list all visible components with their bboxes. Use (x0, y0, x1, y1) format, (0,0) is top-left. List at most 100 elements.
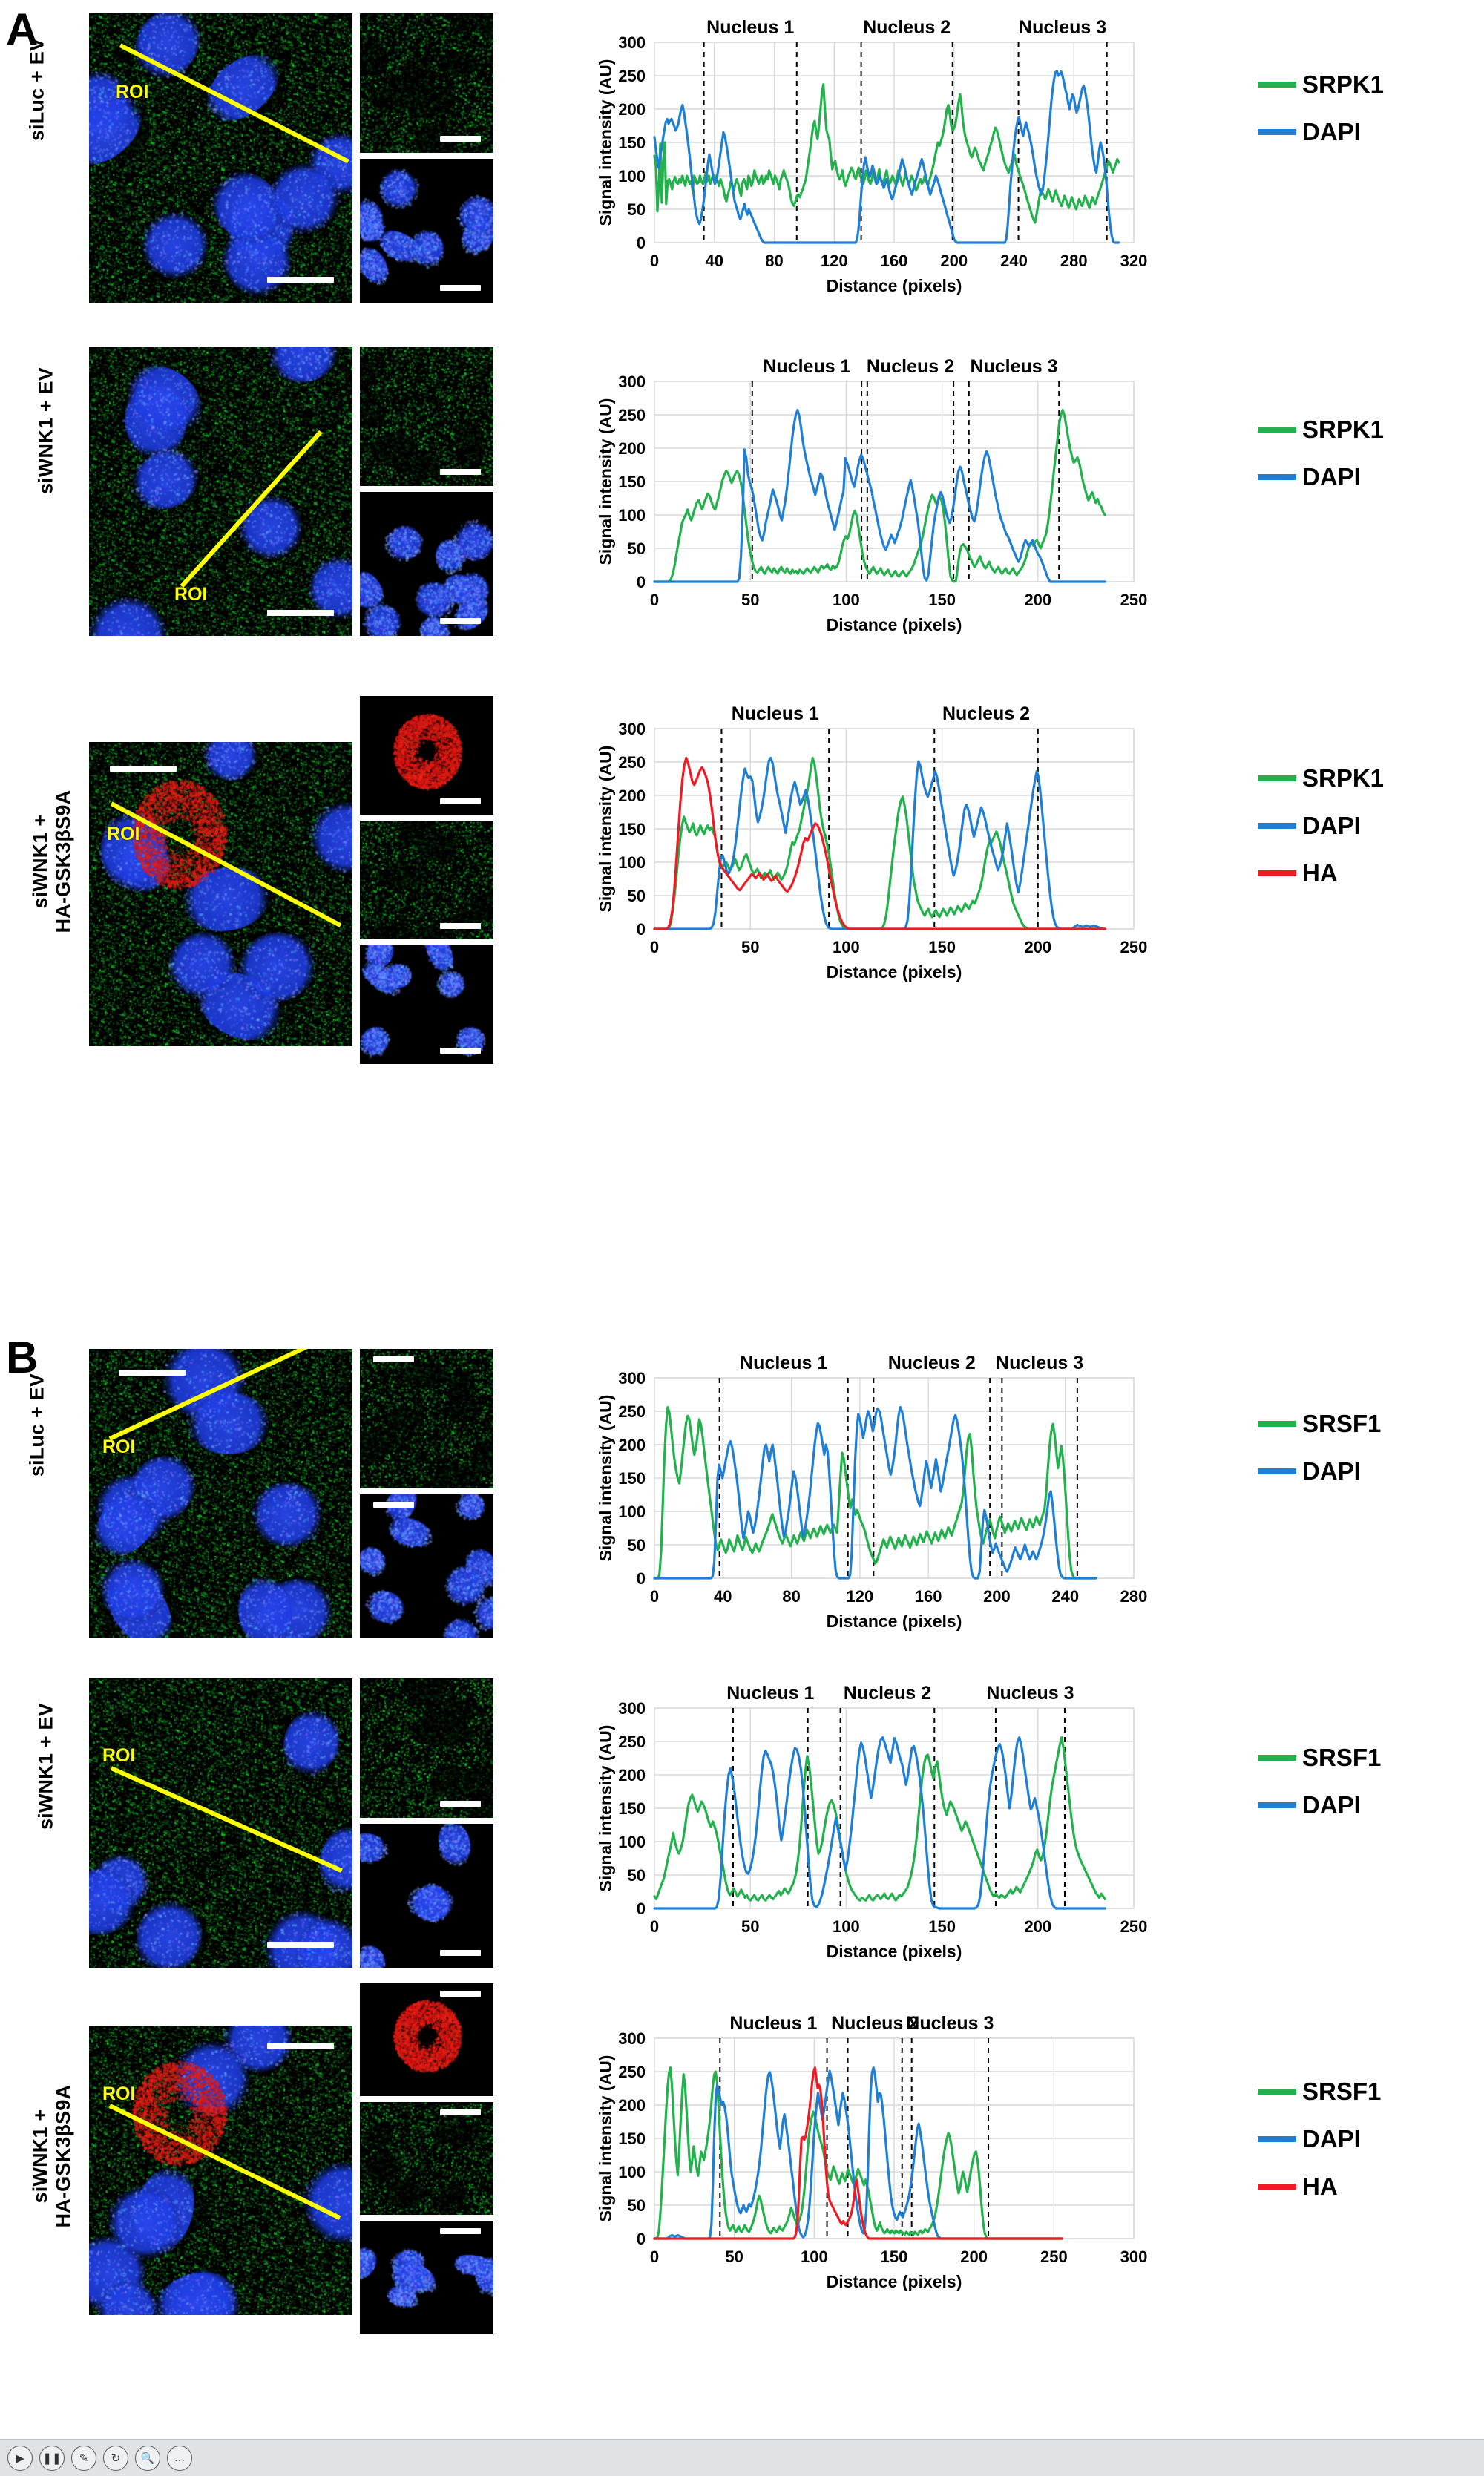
svg-text:300: 300 (618, 720, 646, 738)
svg-text:Signal intensity (AU): Signal intensity (AU) (596, 746, 615, 913)
svg-text:80: 80 (765, 252, 783, 270)
svg-text:0: 0 (650, 252, 659, 270)
legend-label-srpk1: SRPK1 (1302, 416, 1385, 443)
micrograph-a1-merge: ROI (89, 13, 352, 303)
svg-text:150: 150 (928, 1917, 956, 1936)
svg-text:Nucleus 3: Nucleus 3 (970, 356, 1057, 377)
legend-swatch-srsf1 (1258, 2089, 1296, 2095)
svg-text:0: 0 (650, 1917, 659, 1936)
svg-text:250: 250 (1120, 591, 1148, 609)
svg-text:50: 50 (741, 591, 759, 609)
svg-text:200: 200 (618, 1436, 646, 1454)
svg-text:Nucleus 1: Nucleus 1 (732, 703, 819, 724)
svg-text:100: 100 (618, 1833, 646, 1851)
svg-text:200: 200 (1024, 1917, 1051, 1936)
micrograph-b3-red (360, 1983, 493, 2096)
svg-text:Distance (pixels): Distance (pixels) (827, 1942, 962, 1961)
svg-text:300: 300 (618, 33, 646, 52)
svg-text:0: 0 (637, 1569, 646, 1588)
pencil-icon[interactable]: ✎ (71, 2445, 96, 2471)
search-icon[interactable]: 🔍 (135, 2445, 160, 2471)
scalebar-b2-green (440, 1801, 481, 1807)
legend-swatch-dapi (1258, 1468, 1296, 1474)
micrograph-b3-blue (360, 2221, 493, 2334)
pause-icon[interactable]: ❚❚ (39, 2445, 65, 2471)
svg-text:250: 250 (618, 1733, 646, 1751)
chart-a3: 0 50 100 150 200 250 300 0 50 100 150 200 250 Distanc… (586, 690, 1150, 987)
svg-text:Distance (pixels): Distance (pixels) (827, 2272, 962, 2291)
micrograph-a3-merge: ROI (89, 742, 352, 1046)
rotate-icon[interactable]: ↻ (103, 2445, 128, 2471)
scalebar-a3-red (440, 798, 481, 804)
svg-text:250: 250 (618, 406, 646, 424)
legend-label-srsf1: SRSF1 (1302, 2078, 1382, 2105)
svg-text:Distance (pixels): Distance (pixels) (827, 962, 962, 982)
svg-text:Distance (pixels): Distance (pixels) (827, 276, 962, 295)
svg-text:240: 240 (1000, 252, 1028, 270)
svg-text:100: 100 (833, 938, 860, 956)
svg-text:280: 280 (1120, 1587, 1148, 1606)
micrograph-a3-red (360, 696, 493, 815)
svg-text:50: 50 (628, 539, 646, 558)
svg-text:50: 50 (741, 1917, 759, 1936)
svg-text:200: 200 (618, 787, 646, 805)
svg-text:0: 0 (650, 591, 659, 609)
scalebar-a3-green (440, 923, 481, 929)
scalebar-a1-green (440, 136, 481, 142)
svg-text:Nucleus 1: Nucleus 1 (726, 1683, 814, 1704)
svg-text:100: 100 (618, 1503, 646, 1521)
legend-swatch-srpk1 (1258, 775, 1296, 781)
chart-a1: 0 50 100 150 200 250 300 0 40 80 120 160 200 240 280 32… (586, 4, 1150, 301)
scalebar-b1-blue (373, 1502, 414, 1508)
scalebar-b3-green (440, 2109, 481, 2115)
svg-text:300: 300 (1120, 2247, 1148, 2266)
scalebar-a1-merge (267, 277, 334, 283)
condition-label-b3: siWNK1 + HA-GSK3βS9A (28, 2084, 74, 2228)
svg-text:50: 50 (628, 1866, 646, 1885)
svg-text:150: 150 (618, 134, 646, 152)
more-icon[interactable]: … (167, 2445, 192, 2471)
legend-swatch-ha (1258, 870, 1296, 876)
svg-text:Nucleus 3: Nucleus 3 (986, 1683, 1074, 1704)
svg-text:200: 200 (618, 1766, 646, 1784)
roi-label-a3: ROI (107, 824, 140, 844)
legend-label-dapi: DAPI (1302, 118, 1361, 145)
legend-label-dapi: DAPI (1302, 812, 1361, 839)
svg-text:250: 250 (618, 753, 646, 772)
svg-text:0: 0 (650, 938, 659, 956)
bottom-toolbar[interactable]: ▶ ❚❚ ✎ ↻ 🔍 … (0, 2439, 1484, 2476)
svg-text:250: 250 (1120, 1917, 1148, 1936)
legend-swatch-ha (1258, 2184, 1296, 2190)
legend-a3: SRPK1 DAPI HA (1258, 764, 1384, 907)
svg-text:250: 250 (1120, 938, 1148, 956)
svg-text:150: 150 (618, 473, 646, 491)
legend-item-ha: HA (1258, 859, 1384, 887)
legend-swatch-srpk1 (1258, 82, 1296, 88)
scalebar-b3-blue (440, 2228, 481, 2234)
svg-text:100: 100 (618, 167, 646, 185)
legend-label-ha: HA (1302, 2173, 1338, 2200)
legend-label-dapi: DAPI (1302, 1457, 1361, 1485)
panel-a-letter: A (6, 4, 39, 54)
svg-text:100: 100 (618, 853, 646, 872)
svg-text:300: 300 (618, 2029, 646, 2048)
scalebar-a3-merge (110, 766, 177, 772)
play-icon[interactable]: ▶ (7, 2445, 33, 2471)
chart-b3: 0 50 100 150 200 250 300 0 50 100 150 200 250 300 Dist… (586, 2000, 1150, 2296)
legend-item-srpk1: SRPK1 (1258, 764, 1384, 792)
svg-text:250: 250 (1040, 2247, 1068, 2266)
svg-text:50: 50 (628, 887, 646, 905)
svg-text:Nucleus 3: Nucleus 3 (1019, 17, 1106, 38)
svg-text:50: 50 (725, 2247, 743, 2266)
micrograph-a2-blue (360, 492, 493, 636)
svg-text:200: 200 (618, 439, 646, 458)
micrograph-b1-blue (360, 1494, 493, 1638)
micrograph-a3-blue (360, 945, 493, 1064)
svg-text:320: 320 (1120, 252, 1148, 270)
scalebar-b1-merge (119, 1370, 186, 1376)
micrograph-b3-merge: ROI (89, 2026, 352, 2315)
legend-item-srsf1: SRSF1 (1258, 1410, 1381, 1438)
legend-swatch-dapi (1258, 1802, 1296, 1808)
legend-label-dapi: DAPI (1302, 2125, 1361, 2152)
chart-b1: 0 50 100 150 200 250 300 0 40 80 120 160 200 240 280 Di… (586, 1339, 1150, 1636)
